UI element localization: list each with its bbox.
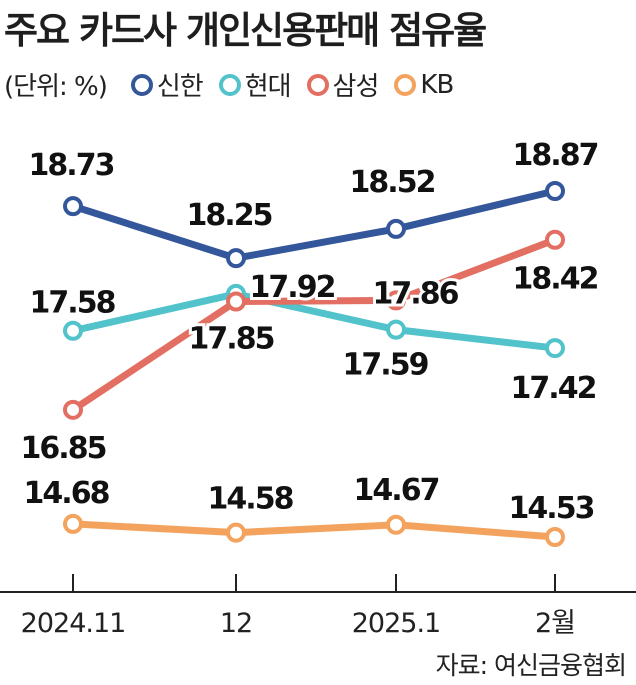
point-samsung-2	[386, 290, 406, 311]
x-tick-label-1: 12	[220, 608, 252, 639]
legend-label-samsung: 삼성	[332, 72, 380, 102]
legend-marker-kb	[394, 73, 417, 96]
data-label-hyundai-2: 17.59	[343, 348, 428, 383]
data-label-hyundai-3: 17.42	[511, 371, 596, 406]
point-kb-0	[63, 513, 83, 534]
legend-marker-hyundai	[218, 73, 241, 96]
series-line-hyundai	[69, 290, 559, 352]
point-samsung-1	[226, 291, 246, 312]
legend-label-kb: KB	[420, 69, 454, 100]
unit-label: (단위: %)	[4, 72, 108, 102]
x-tick-label-2: 2025.1	[352, 608, 440, 639]
point-samsung-0	[63, 399, 83, 420]
x-tick-label-0: 2024.11	[21, 608, 126, 639]
data-label-samsung-3: 18.42	[513, 262, 598, 297]
source-note: 자료: 여신금융협회	[435, 651, 627, 680]
legend-item-kb: KB	[394, 69, 454, 100]
point-hyundai-0	[63, 320, 83, 341]
point-kb-1	[226, 522, 246, 543]
x-tick-label-3: 2월	[535, 608, 575, 639]
data-label-shinhan-0: 18.73	[29, 148, 114, 183]
data-label-samsung-1: 17.85	[189, 321, 274, 356]
point-kb-3	[545, 527, 565, 547]
data-label-shinhan-1: 18.25	[187, 198, 272, 233]
legend: (단위: %) 신한 현대 삼성 KB	[4, 66, 469, 103]
legend-marker-shinhan	[130, 73, 153, 96]
data-label-hyundai-1: 17.92	[250, 270, 335, 305]
point-hyundai-3	[545, 338, 565, 359]
data-label-samsung-0: 16.85	[21, 431, 106, 466]
series-line-samsung	[69, 236, 559, 414]
data-label-hyundai-0: 17.58	[30, 286, 116, 321]
legend-label-hyundai: 현대	[244, 72, 292, 102]
point-samsung-3	[545, 229, 565, 250]
data-label-kb-3: 14.53	[509, 491, 594, 526]
data-label-shinhan-3: 18.87	[513, 138, 598, 173]
point-shinhan-3	[545, 181, 565, 201]
legend-item-shinhan: 신한	[130, 66, 204, 103]
legend-item-samsung: 삼성	[306, 66, 380, 103]
point-shinhan-2	[386, 218, 406, 239]
chart-title: 주요 카드사 개인신용판매 점유율	[4, 9, 487, 52]
point-kb-2	[386, 514, 406, 535]
legend-item-hyundai: 현대	[218, 66, 292, 103]
data-label-kb-0: 14.68	[24, 476, 110, 511]
data-label-kb-1: 14.58	[208, 482, 294, 517]
point-shinhan-0	[63, 196, 83, 217]
data-label-kb-2: 14.67	[354, 473, 439, 508]
series-line-kb	[69, 520, 559, 541]
legend-marker-samsung	[306, 73, 329, 96]
point-hyundai-2	[386, 319, 406, 340]
series-line-shinhan	[69, 187, 559, 262]
data-label-shinhan-2: 18.52	[350, 165, 435, 200]
legend-label-shinhan: 신한	[156, 72, 204, 102]
point-shinhan-1	[226, 248, 246, 269]
data-label-samsung-2: 17.86	[373, 276, 459, 311]
